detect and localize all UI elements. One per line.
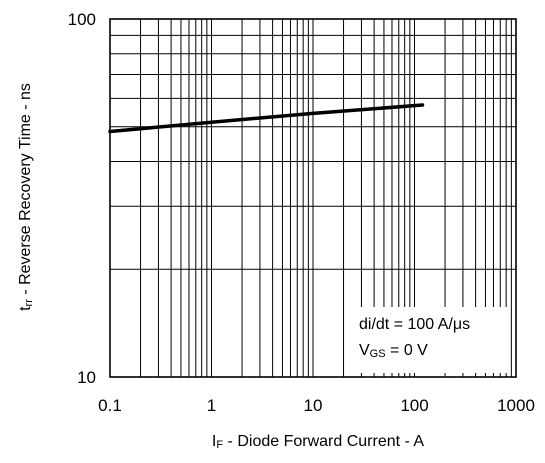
annotation-text: VGS = 0 V [359,342,428,360]
y-tick-label: 10 [77,368,96,387]
x-tick-label: 1000 [497,396,535,415]
data-series [108,103,425,134]
x-tick-label: 10 [304,396,323,415]
x-axis-ticks: 0.1 1 10 100 1000 [98,396,535,415]
annotation-sub: GS [370,348,386,360]
annotation-box: di/dt = 100 A/μs VGS = 0 V [350,307,510,373]
x-tick-label: 0.1 [98,396,122,415]
x-axis-label-main: I [212,433,216,450]
annotation-rest: = 0 V [386,342,429,359]
annotation-background [350,307,510,373]
annotation-text: di/dt = 100 A/μs [359,316,470,333]
y-axis-label-rest: - Reverse Recovery Time - ns [17,83,34,299]
y-axis-label-sub: rr [23,299,35,307]
y-tick-label: 100 [68,10,96,29]
x-tick-label: 100 [400,396,428,415]
x-axis-label-sub: F [216,439,223,451]
y-axis-label-main: t [17,306,34,311]
y-axis-label: trr - Reverse Recovery Time - ns [17,83,35,311]
x-axis-label-rest: - Diode Forward Current - A [223,433,424,450]
plot-frame [109,18,517,378]
annotation-main: V [359,342,370,359]
annotation-main: di/dt = 100 A/μs [359,316,470,333]
x-tick-label: 1 [207,396,216,415]
series-line [108,103,425,134]
x-axis-label: IF - Diode Forward Current - A [212,433,424,451]
y-axis-ticks: 10 100 [68,10,96,387]
